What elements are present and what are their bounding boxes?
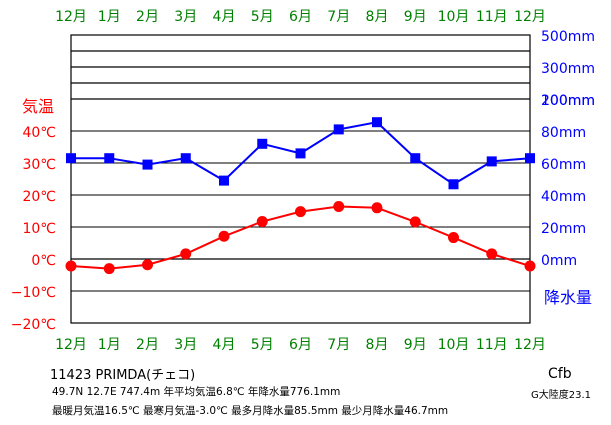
month-label-top: 8月 xyxy=(366,9,389,25)
month-label-top: 7月 xyxy=(327,9,350,25)
month-label-bottom: 5月 xyxy=(251,337,274,353)
month-label-bottom: 6月 xyxy=(289,337,312,353)
temperature-tick-label: 20℃ xyxy=(22,189,56,205)
precipitation-point xyxy=(104,153,115,164)
precipitation-point xyxy=(295,148,306,159)
month-label-top: 3月 xyxy=(174,9,197,25)
precipitation-point xyxy=(142,159,153,170)
month-label-top: 4月 xyxy=(213,9,236,25)
chart-grid xyxy=(70,34,531,324)
precipitation-point xyxy=(333,124,344,135)
month-label-top: 1月 xyxy=(98,9,121,25)
plot-frame xyxy=(70,34,531,324)
month-label-bottom: 11月 xyxy=(476,337,508,353)
month-label-top: 12月 xyxy=(514,9,546,25)
continentality: G大陸度23.1 xyxy=(531,390,592,401)
temperature-point xyxy=(333,201,345,213)
precipitation-tick-label: 300mm xyxy=(541,61,595,77)
month-label-top: 10月 xyxy=(438,9,470,25)
precipitation-point xyxy=(372,117,382,128)
precipitation-point xyxy=(219,175,229,186)
temperature-tick-label: 40℃ xyxy=(22,125,56,141)
precipitation-point xyxy=(410,153,421,164)
precipitation-point xyxy=(257,138,268,149)
temperature-point xyxy=(371,202,383,214)
station-id-name: 11423 PRIMDA(チェコ) xyxy=(50,368,196,383)
precipitation-tick-label: 60mm xyxy=(541,157,586,173)
temperature-point xyxy=(65,260,77,272)
precipitation-tick-label: 80mm xyxy=(541,125,586,141)
temperature-tick-label: 10℃ xyxy=(22,221,56,237)
temperature-point xyxy=(180,248,192,260)
bottom-month-labels: 12月 1月 2月 3月 4月 5月 6月 7月 8月 9月 10月 11月 12月 xyxy=(55,337,546,353)
month-label-bottom: 4月 xyxy=(213,337,236,353)
temperature-point xyxy=(218,230,230,242)
precipitation-point xyxy=(486,156,497,167)
temperature-point xyxy=(295,206,306,218)
temperature-point xyxy=(486,248,498,260)
temperature-point xyxy=(256,216,268,228)
month-label-top: 11月 xyxy=(476,9,508,25)
temperature-point xyxy=(524,260,536,272)
temperature-tick-label: 0℃ xyxy=(31,253,56,269)
month-label-bottom: 2月 xyxy=(136,337,159,353)
precipitation-tick-label: 40mm xyxy=(541,189,586,205)
chart-series xyxy=(65,117,536,275)
month-label-bottom: 9月 xyxy=(404,337,427,353)
precipitation-point xyxy=(66,153,76,164)
month-label-top: 2月 xyxy=(136,9,159,25)
precipitation-point xyxy=(448,179,459,190)
month-label-top: 9月 xyxy=(404,9,427,25)
month-label-top: 6月 xyxy=(289,9,312,25)
month-label-bottom: 1月 xyxy=(98,337,121,353)
precipitation-point xyxy=(180,153,191,164)
month-label-bottom: 8月 xyxy=(366,337,389,353)
temperature-tick-label: −20℃ xyxy=(11,317,56,333)
temperature-tick-label: 30℃ xyxy=(22,157,56,173)
month-label-bottom: 12月 xyxy=(514,337,546,353)
precipitation-tick-label: 100mm xyxy=(541,93,595,109)
climate-class: Cfb xyxy=(548,366,572,382)
temperature-tick-label: −10℃ xyxy=(11,285,56,301)
top-month-labels: 12月 1月 2月 3月 4月 5月 6月 7月 8月 9月 10月 11月 12月 xyxy=(55,9,546,25)
temperature-axis-label: 気温 xyxy=(22,97,54,116)
month-label-bottom: 12月 xyxy=(55,337,87,353)
temperature-point xyxy=(409,216,421,228)
station-summary-line1: 49.7N 12.7E 747.4m 年平均気温6.8℃ 年降水量776.1mm xyxy=(52,386,341,398)
precipitation-point xyxy=(525,153,535,164)
precipitation-tick-label: 0mm xyxy=(541,253,577,269)
temperature-point xyxy=(448,232,459,244)
month-label-bottom: 3月 xyxy=(174,337,197,353)
temperature-axis-ticks: 40℃ 30℃ 20℃ 10℃ 0℃ −10℃ −20℃ xyxy=(11,125,56,333)
month-label-top: 12月 xyxy=(55,9,87,25)
precipitation-tick-label: 500mm xyxy=(541,29,595,45)
precipitation-tick-label: 200mm xyxy=(541,93,595,109)
station-summary-line2: 最暖月気温16.5℃ 最寒月気温-3.0℃ 最多月降水量85.5mm 最少月降水… xyxy=(52,405,449,417)
precipitation-tick-label: 20mm xyxy=(541,221,586,237)
temperature-point xyxy=(103,263,115,275)
temperature-point xyxy=(142,259,153,271)
month-label-bottom: 10月 xyxy=(438,337,470,353)
month-label-top: 5月 xyxy=(251,9,274,25)
precipitation-axis-label: 降水量 xyxy=(544,288,592,307)
month-label-bottom: 7月 xyxy=(327,337,350,353)
